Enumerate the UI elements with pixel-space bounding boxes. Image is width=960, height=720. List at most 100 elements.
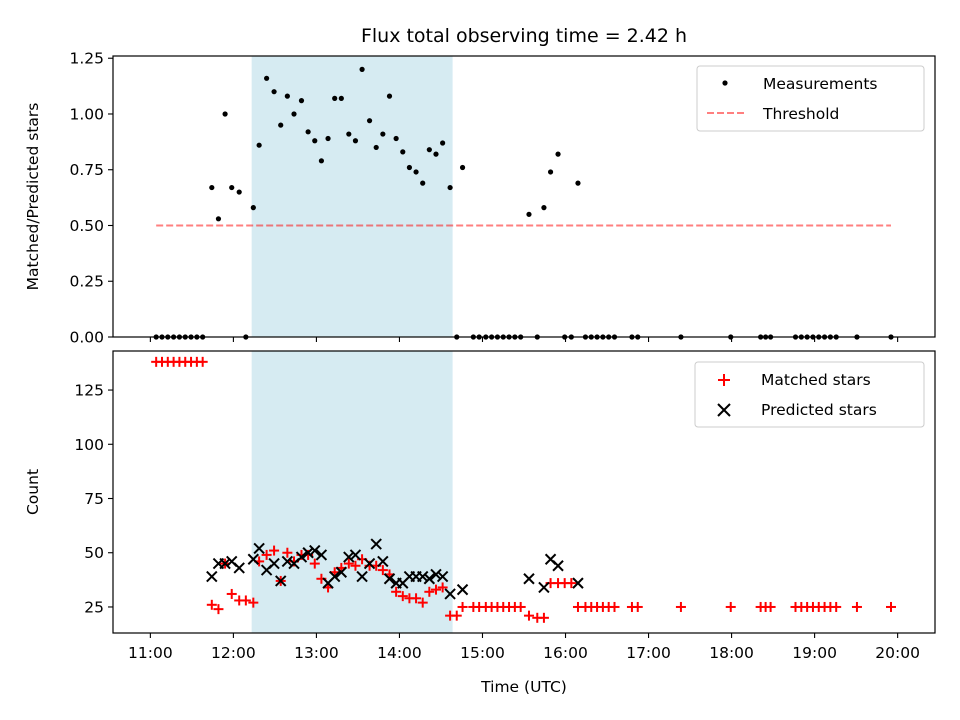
matched-star-point [675, 601, 686, 612]
measurement-point [222, 111, 228, 117]
measurement-point [278, 122, 284, 128]
matched-star-point [197, 356, 208, 367]
matched-star-point [885, 601, 896, 612]
predicted-star-point [423, 573, 436, 585]
y-tick-label: 1.25 [69, 50, 104, 68]
y-tick-label: 0.75 [69, 161, 104, 179]
x-tick-label: 16:00 [543, 644, 588, 662]
matched-star-point [451, 610, 462, 621]
predicted-star-point [363, 557, 376, 570]
measurement-point [386, 93, 393, 99]
measurement-point [291, 111, 297, 117]
x-tick-label: 12:00 [211, 644, 256, 662]
x-axis-label: Time (UTC) [480, 678, 567, 696]
measurement-point [440, 140, 446, 146]
y-tick-label: 0.00 [69, 329, 104, 347]
ratio-y-axis-label: Matched/Predicted stars [24, 103, 42, 291]
predicted-star-point [295, 551, 308, 563]
predicted-star-point [343, 551, 355, 563]
matched-star-point [851, 601, 862, 612]
measurement-point [338, 95, 344, 101]
predicted-star-point [233, 562, 245, 574]
count-legend: Matched stars Predicted stars [694, 361, 925, 428]
matched-star-point [309, 558, 320, 569]
ratio-y-axis: 0.00 0.25 0.50 0.75 1.00 1.25 [69, 50, 113, 347]
y-tick-label: 100 [74, 436, 104, 454]
measurement-point [256, 142, 262, 148]
y-tick-label: 1.00 [69, 105, 104, 123]
measurement-point [229, 184, 235, 191]
measurement-point [541, 205, 547, 211]
y-tick-label: 25 [84, 598, 104, 616]
legend-matched-label: Matched stars [761, 371, 871, 389]
count-panel-frame [112, 350, 936, 634]
x-tick-label: 17:00 [626, 644, 671, 662]
predicted-star-point [247, 553, 260, 565]
matched-star-point [725, 601, 736, 612]
measurement-point [433, 151, 439, 157]
measurement-point [393, 135, 399, 142]
predicted-star-point [349, 549, 362, 561]
measurement-point [459, 164, 466, 171]
count-panel: 25 50 75 100 125 11:00 12:00 13:00 14:00 15:00 16… [24, 350, 936, 696]
measurement-point [575, 180, 581, 186]
measurement-point [366, 118, 373, 124]
matched-star-point [424, 586, 435, 597]
ratio-legend-box [696, 65, 925, 132]
chart-title: Flux total observing time = 2.42 h [361, 25, 687, 47]
predicted-star-point [309, 544, 321, 557]
matched-star-point [437, 582, 448, 593]
measurement-point [264, 75, 270, 81]
count-marks [151, 356, 896, 623]
measurement-point [426, 147, 432, 153]
measurement-point [420, 180, 426, 186]
x-tick-label: 19:00 [792, 644, 837, 662]
predicted-star-point [572, 577, 584, 589]
y-tick-label: 75 [84, 490, 104, 508]
x-tick-label: 13:00 [294, 644, 339, 662]
matched-star-point [411, 593, 422, 604]
matched-star-point [765, 601, 776, 612]
measurement-point [318, 158, 325, 164]
matched-star-point [377, 565, 388, 576]
measurement-point [325, 135, 331, 142]
matched-star-point [350, 560, 361, 571]
matched-star-point [261, 549, 272, 560]
y-tick-label: 50 [84, 544, 104, 562]
legend-matched-marker [718, 374, 730, 386]
measurement-point [555, 151, 561, 157]
y-tick-label: 125 [74, 382, 104, 400]
matched-star-point [566, 578, 577, 589]
x-tick-label: 20:00 [875, 644, 920, 662]
measurement-point [312, 138, 318, 144]
matched-star-point [457, 601, 468, 612]
observing-window-shade [251, 351, 453, 633]
measurement-point [400, 149, 406, 155]
predicted-star-point [538, 581, 550, 594]
measurement-point [359, 66, 365, 72]
matched-star-point [282, 547, 293, 558]
predicted-star-point [356, 570, 368, 583]
x-tick-label: 15:00 [460, 644, 505, 662]
measurement-point [526, 211, 532, 217]
measurement-point [298, 98, 305, 104]
ratio-x-axis [149, 337, 899, 342]
legend-measurements-marker [722, 80, 728, 86]
predicted-star-point [444, 588, 456, 600]
predicted-star-point [302, 547, 314, 559]
matched-star-point [397, 591, 408, 602]
measurement-point [284, 93, 290, 99]
matched-star-point [206, 599, 217, 610]
matched-star-point [609, 601, 620, 612]
predicted-star-point [335, 566, 348, 578]
measurement-point [209, 184, 215, 191]
matched-star-point [515, 601, 526, 612]
ratio-panel: 0.00 0.25 0.50 0.75 1.00 1.25 Matched/Predict… [24, 50, 936, 347]
predicted-star-point [377, 555, 389, 568]
matched-star-point [343, 558, 354, 569]
measurement-point [547, 169, 554, 175]
predicted-star-point [253, 542, 265, 555]
legend-measurements-label: Measurements [763, 75, 878, 93]
ratio-panel-frame [112, 55, 936, 338]
